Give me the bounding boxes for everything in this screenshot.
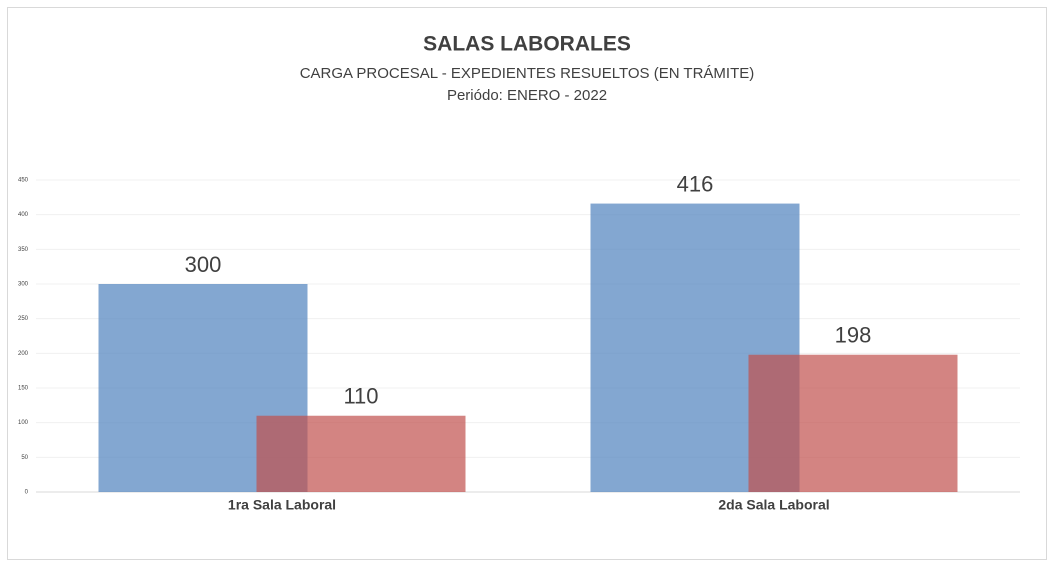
y-tick-label: 150 [18,386,29,392]
value-label: 300 [185,252,222,277]
value-label: 110 [343,384,378,409]
x-tick-label: 2da Sala Laboral [718,497,829,513]
y-tick-label: 350 [18,247,29,253]
chart-subtitle: CARGA PROCESAL - EXPEDIENTES RESUELTOS (… [300,65,755,82]
y-tick-label: 300 [18,282,29,288]
chart-period: Periódo: ENERO - 2022 [447,87,607,104]
y-tick-label: 50 [21,455,28,461]
chart-title: SALAS LABORALES [423,33,631,56]
value-label: 416 [677,171,714,196]
y-tick-label: 100 [18,420,29,426]
y-tick-label: 450 [18,178,29,184]
value-label: 198 [835,323,872,348]
y-tick-label: 250 [18,316,29,322]
bar [748,354,958,492]
x-tick-label: 1ra Sala Laboral [228,497,336,513]
bar [256,415,466,492]
y-tick-label: 400 [18,212,29,218]
y-tick-label: 200 [18,351,29,357]
y-tick-label: 0 [25,490,29,496]
